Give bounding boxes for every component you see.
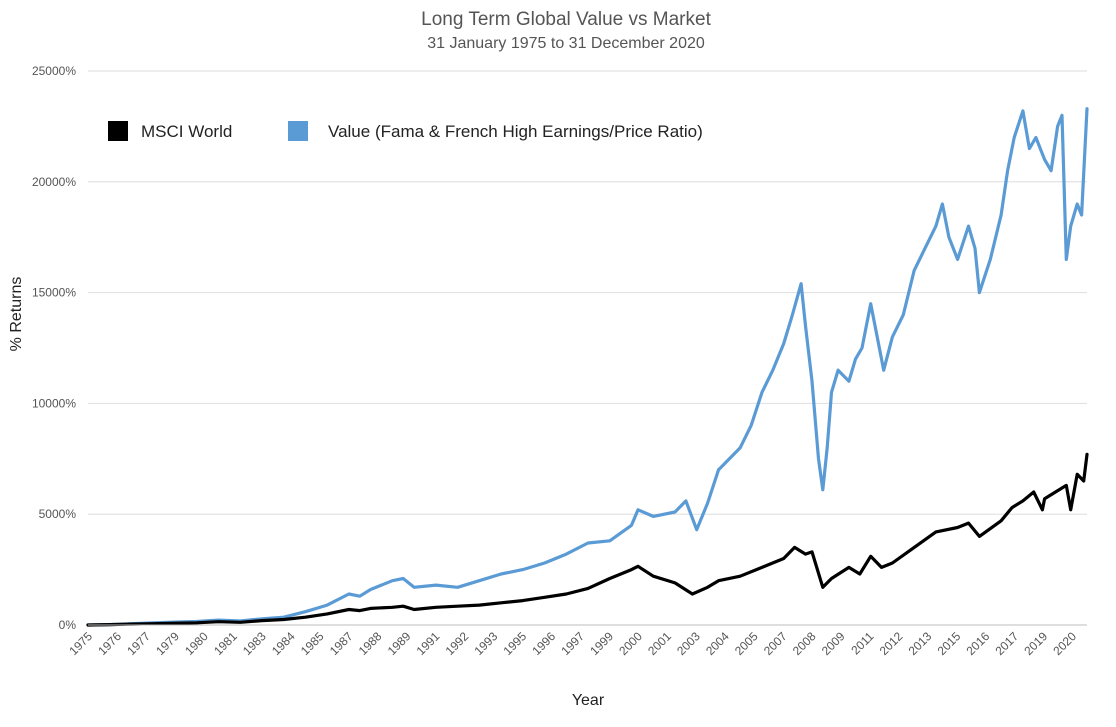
x-tick-label: 2012 <box>877 629 906 658</box>
x-tick-label: 1996 <box>529 629 558 658</box>
legend-swatch <box>288 121 308 141</box>
y-axis-ticks: 0% 5000% 10000% 15000% 20000% 25000% <box>32 64 76 632</box>
x-tick-label: 1988 <box>356 629 385 658</box>
x-axis-label: Year <box>572 692 605 709</box>
x-tick-label: 1987 <box>327 629 356 658</box>
x-tick-label: 1980 <box>182 629 211 658</box>
x-tick-label: 2005 <box>732 629 761 658</box>
x-tick-label: 1975 <box>66 629 95 658</box>
x-tick-label: 2011 <box>848 629 876 657</box>
x-tick-label: 2001 <box>645 629 674 658</box>
x-tick-label: 2009 <box>819 629 848 658</box>
series-lines <box>86 107 1089 627</box>
x-tick-label: 2017 <box>992 629 1021 658</box>
y-tick-label: 25000% <box>32 64 76 78</box>
x-tick-label: 2007 <box>761 629 790 658</box>
x-tick-label: 2020 <box>1050 629 1079 658</box>
x-tick-label: 1995 <box>500 629 529 658</box>
x-axis-ticks: 1975 1976 1977 1979 1980 1981 1983 1984 1985 1987… <box>66 629 1079 658</box>
x-tick-label: 1989 <box>385 629 414 658</box>
x-tick-label: 2016 <box>964 629 993 658</box>
chart-subtitle: 31 January 1975 to 31 December 2020 <box>427 35 705 52</box>
x-tick-label: 1992 <box>443 629 472 658</box>
legend-label: MSCI World <box>141 122 232 141</box>
x-tick-label: 2000 <box>616 629 645 658</box>
x-tick-label: 1999 <box>587 629 616 658</box>
y-tick-label: 20000% <box>32 175 76 189</box>
x-tick-label: 1979 <box>153 629 182 658</box>
y-tick-label: 5000% <box>39 507 77 521</box>
x-tick-label: 1981 <box>211 629 240 658</box>
x-tick-label: 2019 <box>1021 629 1050 658</box>
y-tick-label: 0% <box>59 618 77 632</box>
y-tick-label: 10000% <box>32 396 76 410</box>
x-tick-label: 1977 <box>124 629 153 658</box>
legend-label: Value (Fama & French High Earnings/Price… <box>328 122 703 141</box>
x-tick-label: 1991 <box>414 629 443 658</box>
legend: MSCI World Value (Fama & French High Earn… <box>108 121 703 141</box>
x-tick-label: 2004 <box>703 629 732 658</box>
grid-lines <box>88 70 1087 515</box>
x-tick-label: 1983 <box>240 629 269 658</box>
x-tick-label: 2013 <box>906 629 935 658</box>
chart-title: Long Term Global Value vs Market <box>421 9 711 30</box>
x-tick-label: 2015 <box>935 629 964 658</box>
x-tick-label: 1976 <box>95 629 124 658</box>
series-line <box>86 107 1089 627</box>
x-tick-label: 2003 <box>674 629 703 658</box>
x-tick-label: 1984 <box>269 629 298 658</box>
series-line <box>86 452 1089 627</box>
y-tick-label: 15000% <box>32 286 76 300</box>
x-tick-label: 1997 <box>558 629 587 658</box>
x-tick-label: 2008 <box>790 629 819 658</box>
x-tick-label: 1993 <box>472 629 501 658</box>
x-tick-label: 1985 <box>298 629 327 658</box>
legend-swatch <box>108 121 128 141</box>
y-axis-label: % Returns <box>8 277 25 352</box>
